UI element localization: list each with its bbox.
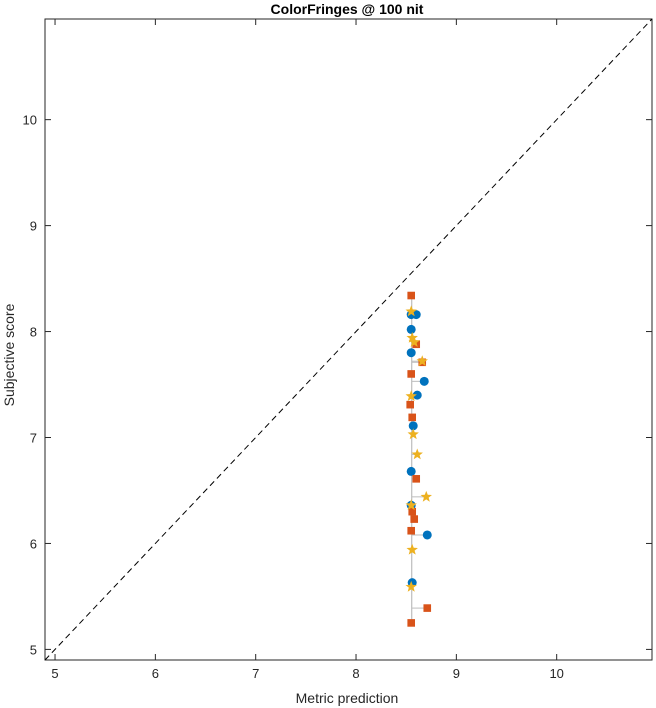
y-tick-label: 6 — [30, 536, 37, 551]
chart-title: ColorFringes @ 100 nit — [271, 1, 424, 17]
data-point-square — [423, 604, 432, 612]
data-point-square — [407, 370, 416, 378]
data-point-star — [406, 543, 418, 555]
data-point-circle — [422, 530, 432, 540]
data-point-square — [407, 526, 416, 535]
y-tick-label: 8 — [30, 325, 37, 340]
data-point-circle — [412, 390, 422, 400]
data-point-circle — [406, 324, 416, 334]
reference-line — [44, 18, 653, 661]
data-point-square — [408, 413, 417, 422]
data-point-star — [405, 499, 417, 511]
y-tick-label: 9 — [30, 219, 37, 234]
data-point-circle — [408, 421, 418, 431]
data-point-circle — [411, 310, 421, 320]
x-axis-title: Metric prediction — [296, 690, 399, 706]
data-point-circle — [406, 348, 416, 358]
data-point-square — [408, 507, 417, 516]
data-point-star — [405, 580, 417, 592]
y-tick-label: 10 — [23, 113, 37, 128]
data-point-circle — [419, 376, 429, 386]
data-point-square — [412, 475, 421, 483]
data-point-star — [407, 428, 419, 440]
x-tick-label: 7 — [252, 666, 259, 681]
x-tick-label: 10 — [549, 666, 563, 681]
data-point-square — [407, 619, 416, 627]
x-tick-label: 9 — [453, 666, 460, 681]
x-tick-label: 6 — [152, 666, 159, 681]
data-point-star — [420, 490, 432, 502]
data-point-square — [410, 515, 419, 523]
x-tick-label: 5 — [51, 666, 58, 681]
data-point-star — [411, 448, 423, 460]
x-tick-label: 8 — [352, 666, 359, 681]
data-point-star — [406, 331, 418, 343]
data-point-square — [407, 291, 416, 300]
y-tick-label: 7 — [30, 431, 37, 446]
data-point-circle — [406, 466, 416, 476]
data-point-star — [405, 305, 417, 317]
data-point-star — [416, 355, 428, 367]
y-tick-label: 5 — [30, 642, 37, 657]
data-point-square — [406, 400, 415, 409]
y-axis-title: Subjective score — [1, 303, 17, 406]
plot-frame — [44, 18, 653, 661]
data-point-star — [405, 390, 417, 402]
